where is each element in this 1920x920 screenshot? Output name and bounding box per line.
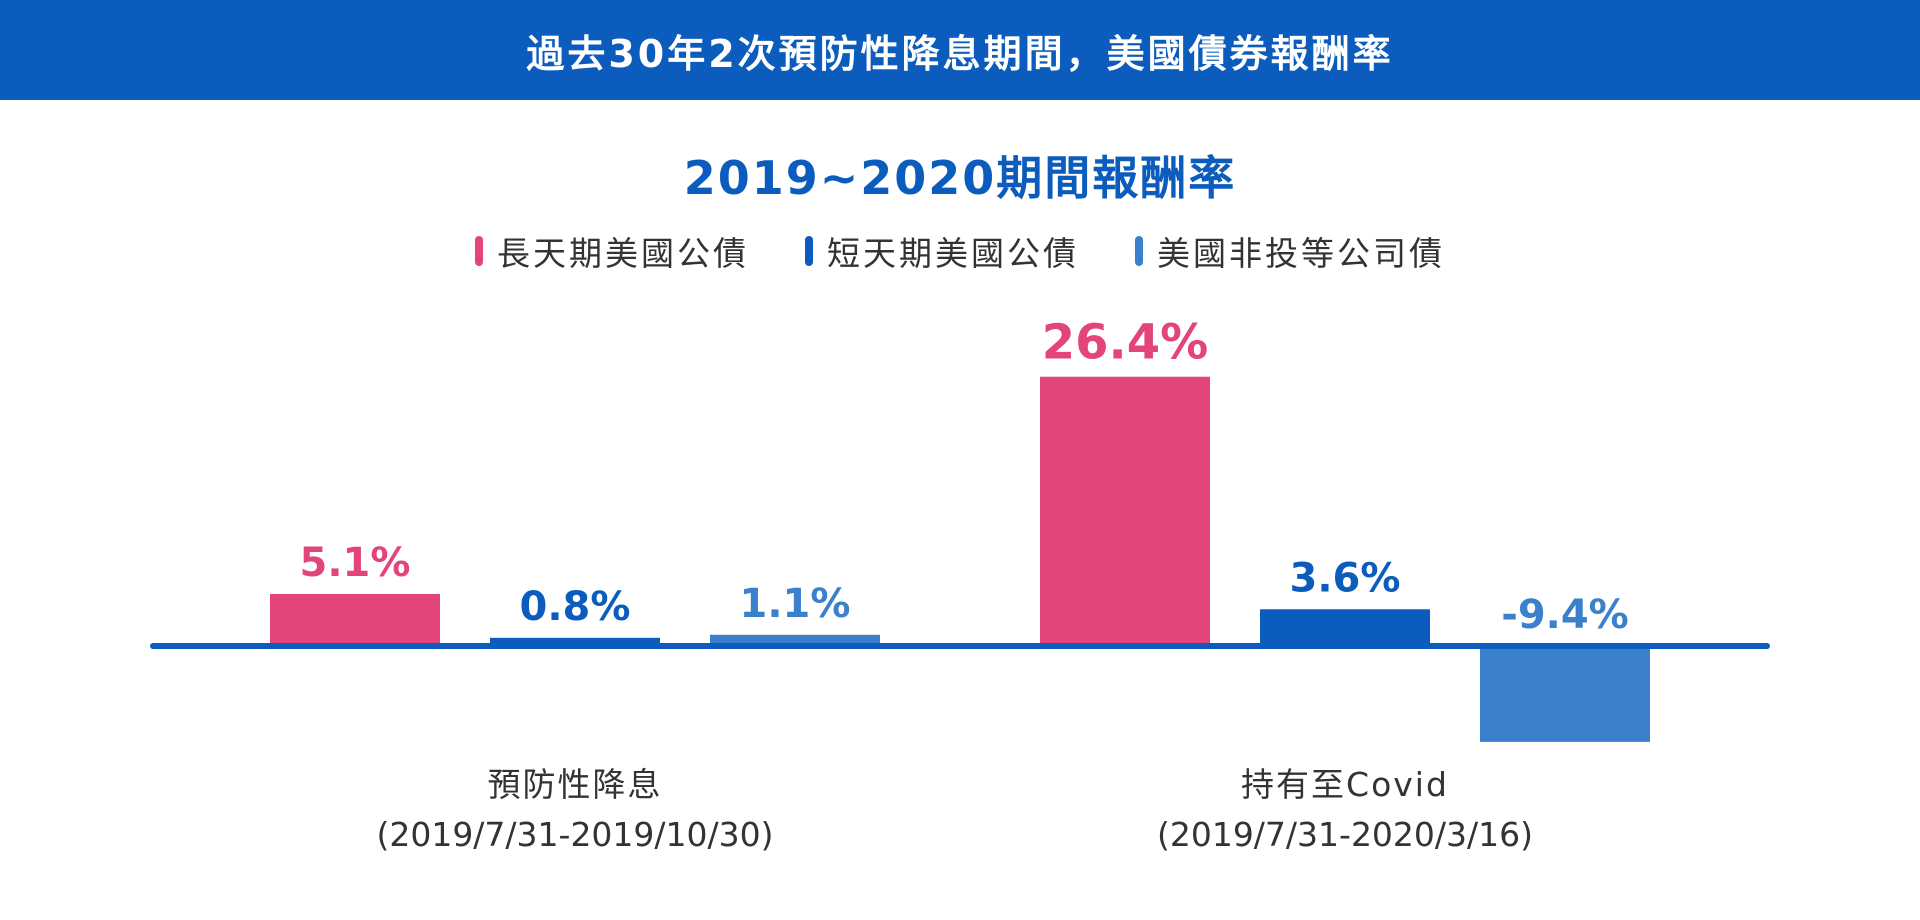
bar-short-treasury-0 [490, 637, 660, 646]
data-label-long-treasury-1: 26.4% [1042, 315, 1209, 371]
category-name: 預防性降息 [487, 765, 663, 804]
data-label-short-treasury-1: 3.6% [1290, 555, 1401, 601]
legend-item-high-yield: 美國非投等公司債 [1135, 227, 1445, 275]
bar-short-treasury-1 [1260, 609, 1430, 646]
legend-swatch-long-treasury [475, 236, 483, 266]
legend-label-long-treasury: 長天期美國公債 [497, 234, 749, 273]
legend-swatch-high-yield [1135, 236, 1143, 266]
bar-long-treasury-0 [270, 593, 440, 646]
legend-item-short-treasury: 短天期美國公債 [805, 227, 1079, 275]
bar-high-yield-1 [1480, 646, 1650, 742]
legend-label-short-treasury: 短天期美國公債 [827, 234, 1079, 273]
category-name: 持有至Covid [1241, 765, 1449, 804]
bar-high-yield-0 [710, 634, 880, 646]
chart-title: 2019~2020期間報酬率 [683, 151, 1237, 205]
data-label-high-yield-1: -9.4% [1501, 592, 1629, 638]
category-label-hold-to-covid: 持有至Covid (2019/7/31-2020/3/16) [1045, 760, 1645, 860]
bar-long-treasury-1 [1040, 376, 1210, 646]
category-range: (2019/7/31-2019/10/30) [376, 815, 774, 854]
header-banner: 過去30年2次預防性降息期間，美國債券報酬率 [0, 0, 1920, 100]
category-label-preventive-cut: 預防性降息 (2019/7/31-2019/10/30) [275, 760, 875, 860]
chart-legend: 長天期美國公債 短天期美國公債 美國非投等公司債 [0, 226, 1920, 276]
data-label-long-treasury-0: 5.1% [300, 540, 411, 586]
legend-label-high-yield: 美國非投等公司債 [1157, 234, 1445, 273]
legend-swatch-short-treasury [805, 236, 813, 266]
category-range: (2019/7/31-2020/3/16) [1156, 815, 1534, 854]
data-label-high-yield-0: 1.1% [740, 581, 851, 627]
page-title: 過去30年2次預防性降息期間，美國債券報酬率 [526, 31, 1394, 76]
zero-baseline [150, 643, 1770, 649]
data-label-short-treasury-0: 0.8% [520, 584, 631, 630]
legend-item-long-treasury: 長天期美國公債 [475, 227, 749, 275]
